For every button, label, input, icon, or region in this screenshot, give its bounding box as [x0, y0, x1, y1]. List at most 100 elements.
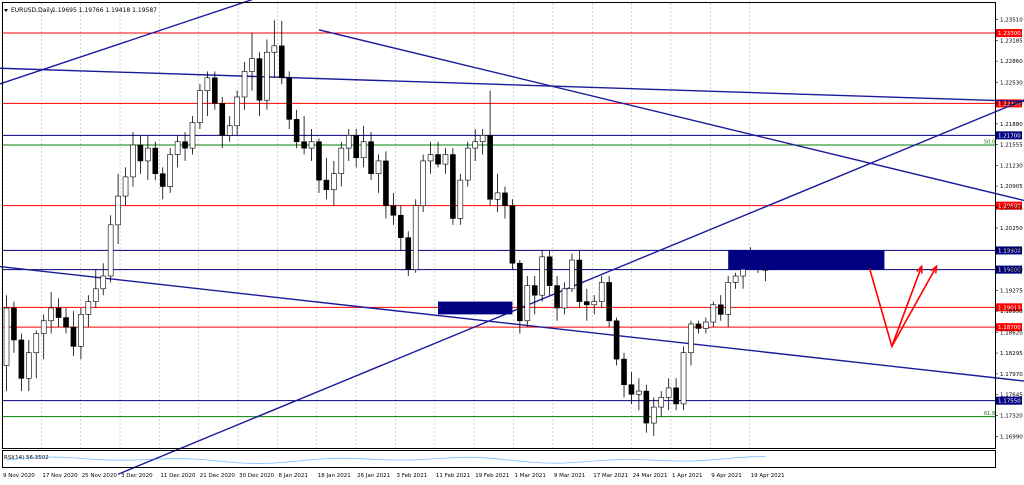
plot-frame — [2, 2, 996, 449]
level-price-tag — [996, 396, 1022, 405]
x-tick-label: 30 Dec 2020 — [239, 473, 275, 479]
candle-bull — [479, 135, 486, 143]
candle-bull — [472, 141, 479, 149]
candle-bull — [308, 141, 315, 149]
candle-bear — [673, 387, 679, 405]
y-tick-label: 1.23510 — [1000, 18, 1023, 24]
x-tick-label: 24 Mar 2021 — [633, 473, 668, 479]
candle-bull — [197, 90, 203, 123]
x-tick-label: 8 Jan 2021 — [278, 473, 307, 479]
candle-bull — [78, 314, 84, 347]
projection-arrow[interactable] — [891, 266, 938, 347]
candle-bull — [26, 352, 32, 379]
candle-bear — [383, 160, 389, 206]
candle-bull — [375, 160, 382, 175]
candle-bull — [264, 51, 270, 101]
candle-bull — [122, 176, 129, 197]
candle-bull — [725, 282, 731, 315]
candle-bull — [85, 301, 92, 315]
level-price-label: 1.23300 — [998, 31, 1021, 37]
candle-bull — [331, 173, 337, 190]
candle-bull — [130, 144, 136, 178]
x-tick-label: 21 Dec 2020 — [200, 473, 236, 479]
level-price-label: 1.22200 — [998, 101, 1021, 107]
trendline[interactable] — [117, 75, 1024, 475]
candle-bear — [584, 301, 590, 306]
trendline[interactable] — [0, 265, 1024, 387]
candle-bull — [40, 320, 47, 334]
x-tick-label: 25 Nov 2020 — [82, 473, 118, 479]
candle-bear — [554, 285, 560, 309]
level-price-label: 1.19900 — [998, 248, 1021, 254]
candle-bear — [353, 135, 359, 159]
x-tick-label: 3 Dec 2020 — [121, 473, 153, 479]
candle-bull — [115, 195, 121, 226]
x-tick-label: 3 Feb 2021 — [397, 473, 428, 479]
candle-bull — [539, 256, 545, 296]
candle-bear — [621, 358, 627, 386]
candle-bull — [561, 288, 568, 309]
supply-demand-zone[interactable] — [438, 301, 513, 315]
candle-bear — [717, 304, 724, 315]
level-price-label: 1.19013 — [998, 305, 1021, 311]
level-price-label: 1.20600 — [998, 204, 1021, 210]
level-price-tag — [996, 323, 1022, 332]
y-tick-label: 1.19275 — [1000, 288, 1023, 294]
candle-bear — [398, 214, 404, 238]
ohlc-label: 1.19695 1.19766 1.19418 1.19587 — [52, 7, 157, 14]
candle-bull — [107, 224, 114, 277]
level-price-tag — [996, 303, 1022, 312]
y-tick-label: 1.21230 — [1000, 163, 1023, 169]
level-price-tag — [996, 29, 1022, 38]
candle-bear — [278, 45, 285, 79]
candle-bull — [271, 45, 278, 53]
candle-bear — [55, 307, 62, 318]
axis-layer: 9 Nov 2020 17 Nov 2020 25 Nov 2020 3 Dec 20… — [3, 18, 1023, 479]
candle-bear — [643, 390, 650, 424]
candle-bull — [703, 321, 709, 329]
level-price-tag — [996, 201, 1022, 210]
candle-bear — [219, 103, 226, 136]
candle-bull — [420, 160, 426, 206]
trendline[interactable] — [0, 67, 1024, 103]
candle-bear — [293, 119, 300, 143]
frame-layer: EURUSD,Daily 1.19695 1.19766 1.19418 1.1… — [2, 2, 996, 468]
candle-bull — [680, 352, 687, 405]
y-tick-label: 1.19925 — [1000, 247, 1023, 253]
candle-bear — [256, 58, 263, 101]
candle-bull — [412, 205, 419, 270]
candle-bear — [63, 317, 69, 328]
x-tick-label: 19 Feb 2021 — [475, 473, 509, 479]
arrow-layer — [868, 264, 938, 349]
candle-bear — [628, 384, 635, 395]
candle-bear — [152, 147, 159, 175]
y-tick-label: 1.19600 — [1000, 268, 1023, 274]
candle-bull — [650, 406, 657, 424]
x-tick-label: 9 Mar 2021 — [554, 473, 585, 479]
candle-bull — [524, 285, 531, 322]
y-tick-label: 1.22530 — [1000, 80, 1023, 86]
x-tick-label: 11 Feb 2021 — [436, 473, 470, 479]
supply-demand-zone[interactable] — [728, 250, 885, 270]
y-tick-label: 1.23185 — [1000, 38, 1023, 44]
candle-bear — [531, 285, 538, 296]
candle-bull — [204, 77, 211, 91]
y-tick-label: 1.22205 — [1000, 101, 1023, 107]
candle-bull — [241, 71, 248, 98]
candle-bear — [182, 141, 188, 149]
zone-layer — [438, 250, 885, 315]
y-tick-label: 1.18295 — [1000, 351, 1023, 357]
candle-bear — [509, 205, 516, 264]
candle-bull — [591, 301, 598, 306]
candle-bear — [695, 323, 702, 329]
candle-bear — [613, 320, 620, 360]
x-tick-label: 26 Jan 2021 — [357, 473, 390, 479]
level-price-tag — [996, 99, 1022, 108]
candle-bull — [569, 259, 575, 290]
candle-bull — [345, 135, 352, 149]
candle-bull — [464, 147, 471, 181]
candle-bear — [502, 192, 508, 206]
trendline[interactable] — [318, 29, 1024, 215]
symbol-menu-icon[interactable] — [4, 9, 8, 12]
